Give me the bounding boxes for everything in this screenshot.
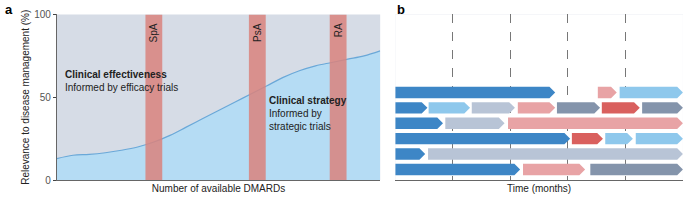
svg-text:100: 100: [34, 9, 51, 20]
svg-text:a: a: [5, 2, 13, 17]
svg-text:Time (months): Time (months): [507, 183, 571, 194]
svg-text:0: 0: [45, 175, 51, 186]
svg-text:Relevance to disease managemen: Relevance to disease management (%): [20, 10, 31, 185]
svg-text:PsA: PsA: [252, 23, 263, 42]
svg-text:SpA: SpA: [148, 23, 159, 42]
svg-text:Clinical strategyInformed byst: Clinical strategyInformed bystrategic tr…: [269, 95, 347, 132]
svg-text:Clinical effectivenessInformed: Clinical effectivenessInformed by effica…: [65, 69, 178, 93]
svg-text:b: b: [397, 2, 405, 17]
svg-text:50: 50: [40, 92, 52, 103]
svg-text:RA: RA: [333, 23, 344, 37]
svg-text:Number of available DMARDs: Number of available DMARDs: [152, 183, 285, 194]
